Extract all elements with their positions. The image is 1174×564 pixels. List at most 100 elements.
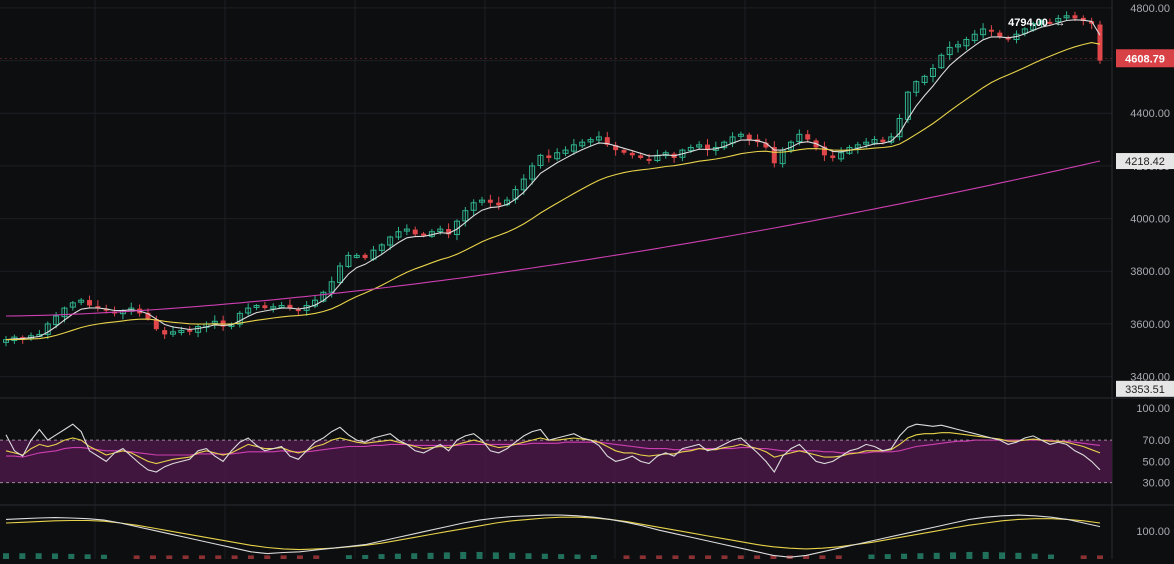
histogram-bar xyxy=(1015,552,1022,559)
current-price-label: 4608.79 xyxy=(1125,53,1165,65)
histogram-bar xyxy=(803,555,810,559)
candle-body xyxy=(955,44,962,48)
candle-body xyxy=(830,155,836,158)
histogram-bar xyxy=(754,555,761,559)
candle-body xyxy=(771,147,777,164)
rsi-ma-line xyxy=(6,439,1101,458)
candle-body xyxy=(562,149,569,154)
histogram-bar xyxy=(982,551,989,559)
candle-body xyxy=(1063,15,1070,19)
histogram-bar xyxy=(378,554,385,559)
histogram-bar xyxy=(884,554,891,559)
histogram-bar xyxy=(68,553,75,559)
histogram-bar xyxy=(394,553,401,559)
histogram-bar xyxy=(264,555,271,559)
histogram-bar xyxy=(558,554,565,559)
candle-body xyxy=(462,210,469,222)
histogram-bar xyxy=(819,555,826,559)
low-price-badge xyxy=(1116,380,1174,397)
histogram-bar xyxy=(362,554,369,559)
price-tick-label: 3400.00 xyxy=(1130,372,1170,384)
histogram-bar xyxy=(313,555,320,559)
candle-body xyxy=(470,202,477,211)
histogram-bar xyxy=(231,555,238,559)
candle-body xyxy=(387,236,394,246)
rsi-band-fill xyxy=(0,440,1112,483)
candle-body xyxy=(888,136,895,143)
histogram-bar xyxy=(1097,555,1103,559)
candle-body xyxy=(1080,17,1086,22)
ma-price-badge xyxy=(1116,153,1174,170)
histogram-bar xyxy=(509,552,516,559)
histogram-bar xyxy=(868,554,875,559)
histogram-bar xyxy=(345,555,352,559)
candle-body xyxy=(337,265,344,284)
candle-body xyxy=(929,67,936,78)
histogram-bar xyxy=(3,553,9,559)
indicator-lines xyxy=(5,19,1101,474)
candle-body xyxy=(604,137,610,145)
histogram-bar xyxy=(835,555,842,559)
histogram-bar xyxy=(476,551,483,559)
candle-body xyxy=(629,152,635,156)
price-axis: 4800.004600.004400.004200.004000.003800.… xyxy=(1130,3,1170,538)
candle-body xyxy=(638,155,644,158)
candle-body xyxy=(270,306,277,310)
candle-body xyxy=(595,136,602,141)
ema-slow-line xyxy=(5,160,1101,317)
candle-body xyxy=(69,302,76,308)
candle-body xyxy=(479,199,486,203)
candle-body xyxy=(170,331,177,335)
candle-body xyxy=(921,75,928,83)
candle-body xyxy=(195,326,202,333)
candle-body xyxy=(963,39,970,47)
histogram-bar xyxy=(999,552,1006,559)
histogram-bar xyxy=(427,552,434,559)
histogram-bar xyxy=(623,555,630,559)
candle-body xyxy=(587,139,594,143)
candle-body xyxy=(187,329,193,332)
candle-body xyxy=(87,300,93,306)
candle-body xyxy=(613,145,619,151)
candle-body xyxy=(796,133,803,143)
histogram-bar xyxy=(280,555,287,559)
histogram-bar xyxy=(84,554,91,559)
histogram-bar xyxy=(525,553,532,559)
candle-body xyxy=(988,29,994,32)
histogram-bar xyxy=(215,555,222,559)
candle-body xyxy=(871,139,878,144)
candle-body xyxy=(345,254,352,267)
histogram-bar xyxy=(35,553,42,559)
ema-fast-line xyxy=(5,19,1101,341)
price-tick-label: 3800.00 xyxy=(1130,266,1170,278)
rsi-slow-line xyxy=(5,432,1101,465)
candle-body xyxy=(295,309,301,312)
candle-body xyxy=(245,307,252,314)
candle-body xyxy=(520,178,527,191)
histogram-bar xyxy=(966,551,973,559)
candle-body xyxy=(162,330,168,335)
histogram-bar xyxy=(672,555,679,559)
candle-body xyxy=(103,308,109,311)
candle-body xyxy=(980,28,987,36)
candle-body xyxy=(145,312,151,319)
rsi-tick-label: 70.00 xyxy=(1142,435,1170,447)
candle-body xyxy=(44,323,51,335)
osc-main-line xyxy=(5,514,1101,558)
ema-mid-line xyxy=(5,42,1101,341)
candle-body xyxy=(896,118,903,138)
candle-body xyxy=(412,229,418,235)
candle-body xyxy=(61,307,68,318)
candle-body xyxy=(311,299,318,307)
candle-body xyxy=(570,144,577,152)
price-tick-label: 4400.00 xyxy=(1130,108,1170,120)
histogram-bar xyxy=(443,552,450,559)
candle-body xyxy=(704,144,710,151)
candle-body xyxy=(53,315,60,326)
histogram-bar xyxy=(721,555,728,559)
candle-body xyxy=(403,228,410,232)
candle-body xyxy=(746,134,752,140)
candle-body xyxy=(838,152,845,160)
